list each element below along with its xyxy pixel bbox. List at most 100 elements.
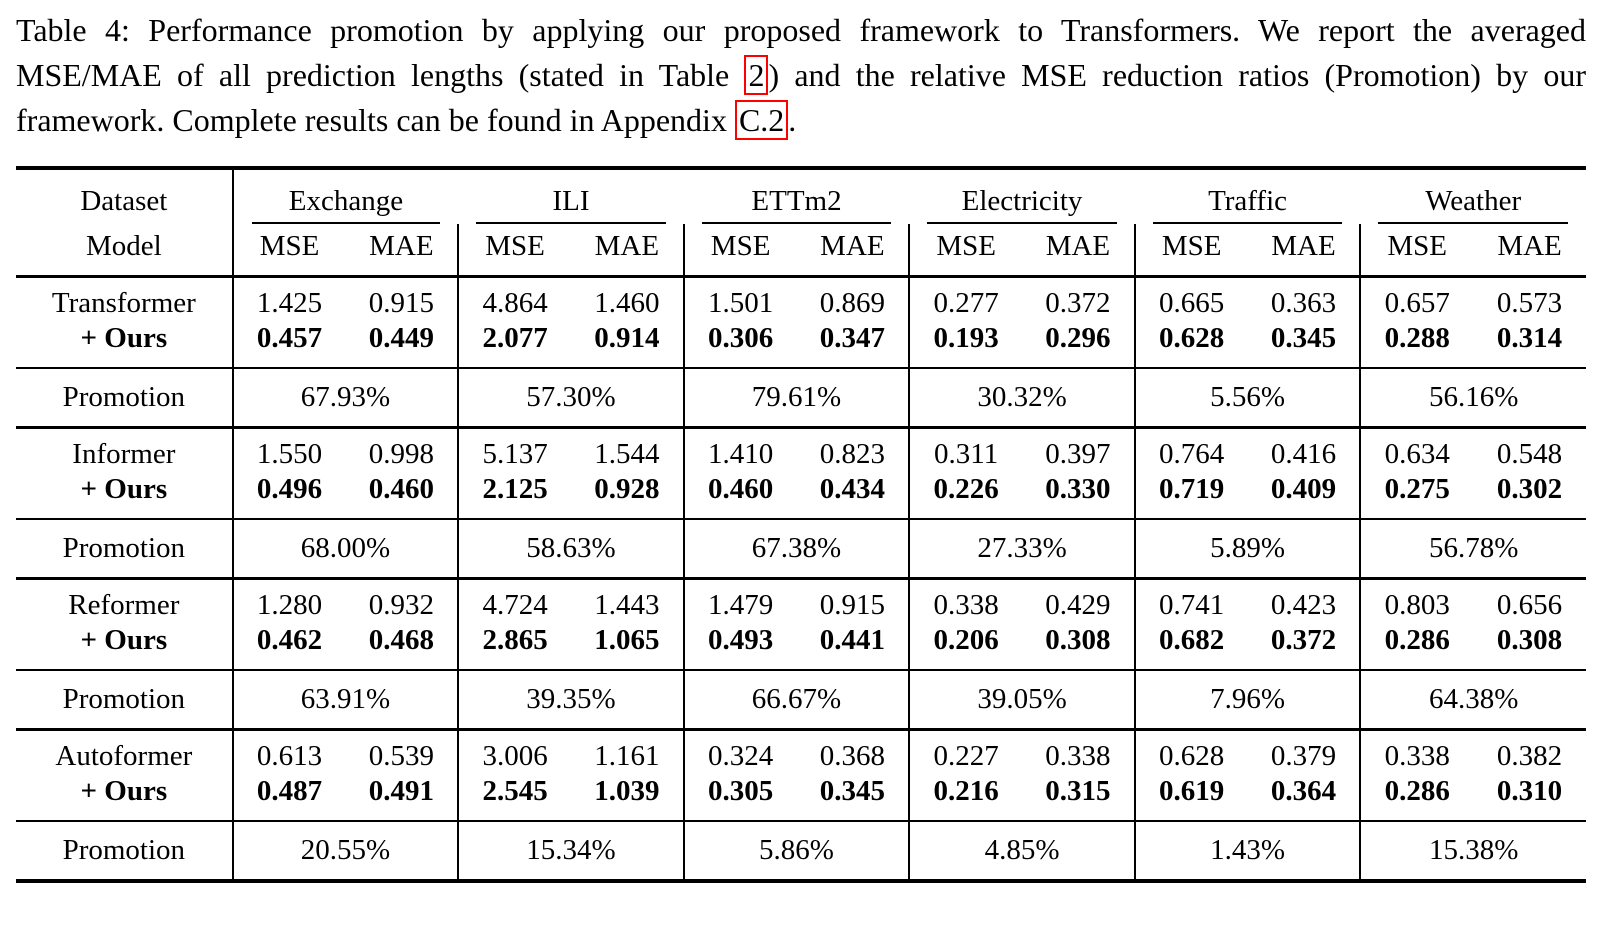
promotion-value-cell: 5.56% <box>1133 367 1361 428</box>
table-2-reference-link[interactable]: 2 <box>744 54 769 95</box>
dataset-name: Exchange <box>288 185 404 218</box>
metric-value-cell: 1.161 <box>570 728 684 775</box>
metric-value-cell: 0.998 <box>345 426 459 473</box>
promotion-value-cell: 79.61% <box>682 367 910 428</box>
header-underline <box>701 222 892 225</box>
metric-value-cell: 0.368 <box>796 728 910 775</box>
model-row: Autoformer 0.613 0.539 3.006 1.161 0.324 0.368… <box>16 728 1586 775</box>
ours-row: + Ours 0.487 0.491 2.545 1.039 0.305 0.345 0.21… <box>16 774 1586 822</box>
promotion-value-cell: 56.78% <box>1359 518 1586 579</box>
metric-value-cell: 0.397 <box>1022 426 1135 473</box>
mse-header: MSE <box>1359 224 1474 279</box>
promotion-value-cell: 68.00% <box>232 518 459 579</box>
dataset-header-exchange: Exchange <box>233 168 459 225</box>
ours-label-cell: + Ours <box>16 321 234 369</box>
metric-value-cell: 0.665 <box>1133 276 1248 322</box>
ours-value-cell: 0.460 <box>682 472 797 520</box>
promotion-value-cell: 15.38% <box>1359 820 1586 882</box>
ours-value-cell: 0.226 <box>908 472 1023 520</box>
metric-value-cell: 5.137 <box>457 426 571 473</box>
ours-value-cell: 0.460 <box>368 473 434 506</box>
dataset-header-weather: Weather <box>1360 168 1586 225</box>
ours-row: + Ours 0.496 0.460 2.125 0.928 0.460 0.434 0.22… <box>16 472 1586 520</box>
promotion-value-cell: 67.93% <box>232 367 459 428</box>
ours-label-cell: + Ours <box>16 472 234 520</box>
ours-value-cell: 0.719 <box>1133 472 1248 520</box>
metric-value-cell: 0.803 <box>1359 577 1474 624</box>
ours-value-cell: 0.449 <box>368 322 434 355</box>
promotion-value-cell: 5.89% <box>1133 518 1361 579</box>
metric-value-cell: 0.634 <box>1359 426 1474 473</box>
metric-value-cell: 0.227 <box>908 728 1023 775</box>
mae-header: MAE <box>570 224 684 279</box>
metric-value-cell: 0.932 <box>345 577 459 624</box>
promotion-value-cell: 57.30% <box>457 367 684 428</box>
promotion-label-cell: Promotion <box>16 518 234 579</box>
header-underline <box>927 222 1117 225</box>
ours-value-cell: 0.275 <box>1359 472 1474 520</box>
metric-value-cell: 0.548 <box>1473 426 1586 473</box>
model-name-cell: Informer <box>16 426 234 473</box>
dataset-name: ETTm2 <box>751 185 842 218</box>
model-name-cell: Reformer <box>16 577 234 624</box>
ours-value-cell: 0.216 <box>908 774 1023 822</box>
promotion-value-cell: 64.38% <box>1359 669 1586 730</box>
metric-value-cell: 1.544 <box>570 426 684 473</box>
promotion-value-cell: 56.16% <box>1359 367 1586 428</box>
ours-value-cell: 2.125 <box>457 472 571 520</box>
metric-value-cell: 0.311 <box>908 426 1023 473</box>
mse-header: MSE <box>908 224 1023 279</box>
ours-value-cell: 0.468 <box>368 624 434 657</box>
ours-value-cell: 0.372 <box>1270 624 1337 657</box>
appendix-c2-reference-link[interactable]: C.2 <box>734 99 789 140</box>
model-name-cell: Transformer <box>16 276 234 322</box>
promotion-value-cell: 1.43% <box>1133 820 1361 882</box>
mse-header: MSE <box>682 224 797 279</box>
metric-value-cell: 0.539 <box>345 728 459 775</box>
ours-value-cell: 0.409 <box>1270 473 1337 506</box>
metric-value-cell: 0.277 <box>908 276 1023 322</box>
metric-value-cell: 0.429 <box>1022 577 1135 624</box>
ours-value-cell: 0.193 <box>908 321 1023 369</box>
dataset-name: Traffic <box>1208 185 1288 218</box>
metric-value-cell: 1.501 <box>682 276 797 322</box>
metric-value-cell: 0.573 <box>1496 287 1563 320</box>
mae-header: MAE <box>796 224 910 279</box>
metric-header-row: Model MSE MAE MSE MAE MSE MAE MSE MAE MS… <box>16 224 1586 279</box>
metric-value-cell: 0.869 <box>819 287 885 320</box>
ours-value-cell: 0.308 <box>1496 624 1563 657</box>
ours-value-cell: 0.434 <box>819 473 885 506</box>
ours-value-cell: 0.314 <box>1496 322 1563 355</box>
dataset-name: ILI <box>552 185 590 218</box>
ours-value-cell: 0.441 <box>819 624 885 657</box>
metric-value-cell: 0.416 <box>1247 426 1361 473</box>
ours-value-cell: 1.065 <box>594 624 660 657</box>
ours-value-cell: 0.493 <box>682 623 797 671</box>
promotion-label-cell: Promotion <box>16 669 234 730</box>
model-corner-header: Model <box>16 224 234 279</box>
metric-value-cell: 0.656 <box>1473 577 1586 624</box>
metric-value-cell: 0.372 <box>1045 287 1111 320</box>
dataset-header-ili: ILI <box>458 168 684 225</box>
metric-value-cell: 1.479 <box>682 577 797 624</box>
ours-value-cell: 0.364 <box>1270 775 1337 808</box>
ours-value-cell: 0.619 <box>1133 774 1248 822</box>
metric-value-cell: 0.915 <box>368 287 434 320</box>
metric-value-cell: 0.363 <box>1270 287 1337 320</box>
metric-value-cell: 1.410 <box>682 426 797 473</box>
promotion-value-cell: 30.32% <box>908 367 1135 428</box>
promotion-value-cell: 67.38% <box>682 518 910 579</box>
metric-value-cell: 0.324 <box>682 728 797 775</box>
model-row: Reformer 1.280 0.932 4.724 1.443 1.479 0.915 0.… <box>16 577 1586 624</box>
ours-value-cell: 0.628 <box>1133 321 1248 369</box>
metric-value-cell: 0.338 <box>1022 728 1135 775</box>
ours-value-cell: 0.457 <box>256 322 323 355</box>
metric-value-cell: 0.628 <box>1133 728 1248 775</box>
metric-value-cell: 0.338 <box>908 577 1023 624</box>
mse-header: MSE <box>232 224 346 279</box>
dataset-header-ettm2: ETTm2 <box>684 168 910 225</box>
ours-value-cell: 0.286 <box>1359 623 1474 671</box>
promotion-value-cell: 27.33% <box>908 518 1135 579</box>
caption-text-start: Table 4: Performance promotion by applyi… <box>16 12 1586 93</box>
